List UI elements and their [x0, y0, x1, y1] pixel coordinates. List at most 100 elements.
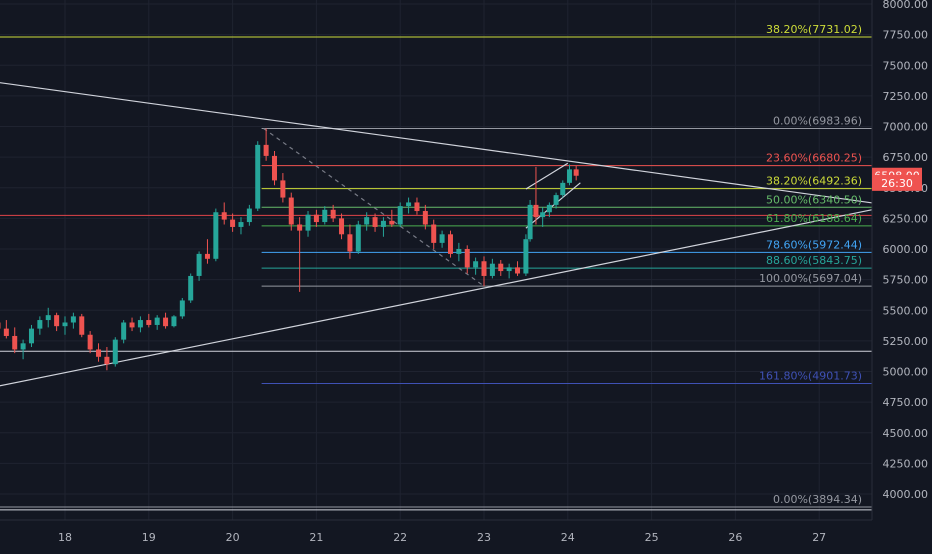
time-tick-label: 19	[142, 531, 156, 544]
candle-body	[498, 264, 503, 271]
price-tick-label: 6250.00	[883, 212, 929, 225]
price-tick-label: 8000.00	[883, 0, 929, 11]
candle-body	[554, 195, 559, 205]
price-tick-label: 5000.00	[883, 366, 929, 379]
candle-body	[79, 316, 84, 334]
candle-body	[29, 329, 34, 344]
candle-body	[104, 357, 109, 364]
candle-body	[356, 225, 361, 252]
candle-body	[222, 212, 227, 219]
candle-body	[88, 335, 93, 350]
candle-body	[280, 180, 285, 197]
candle-body	[171, 316, 176, 326]
time-tick-label: 24	[561, 531, 575, 544]
candle-body	[130, 323, 135, 328]
candle-body	[12, 336, 17, 349]
candle-body	[431, 225, 436, 243]
price-tick-label: 7750.00	[883, 29, 929, 42]
price-tick-label: 5750.00	[883, 274, 929, 287]
candle-body	[533, 205, 538, 217]
price-tick-label: 4000.00	[883, 488, 929, 501]
fib-level-label: 78.60%(5972.44)	[766, 238, 862, 251]
candle-body	[46, 315, 51, 320]
fib-level-label: 38.20%(7731.02)	[766, 23, 862, 36]
candle-body	[423, 211, 428, 224]
time-tick-label: 20	[226, 531, 240, 544]
candle-body	[306, 215, 311, 231]
fib-level-label: 61.80%(6188.64)	[766, 212, 862, 225]
time-tick-label: 22	[393, 531, 407, 544]
time-tick-label: 25	[645, 531, 659, 544]
candle-body	[71, 316, 76, 322]
candle-body	[163, 318, 168, 327]
fib-level-label: 88.60%(5843.75)	[766, 254, 862, 267]
candle-body	[507, 267, 512, 271]
candle-body	[381, 221, 386, 227]
candle-body	[21, 343, 26, 349]
price-tick-label: 4750.00	[883, 396, 929, 409]
candle-body	[247, 209, 252, 222]
candle-body	[547, 205, 552, 212]
fib-level-label: 38.20%(6492.36)	[766, 175, 862, 188]
candle-body	[264, 145, 269, 156]
candle-body	[205, 254, 210, 259]
price-tick-label: 4500.00	[883, 427, 929, 440]
candle-body	[54, 315, 59, 326]
horizontal-lines-layer	[0, 215, 872, 510]
candle-body	[331, 210, 336, 219]
candle-body	[560, 183, 565, 195]
candle-body	[113, 340, 118, 365]
price-tick-label: 5250.00	[883, 335, 929, 348]
fibonacci-layer	[0, 37, 872, 507]
candle-body	[314, 215, 319, 222]
candle-body	[230, 220, 235, 227]
candle-body	[389, 221, 394, 225]
candle-body	[289, 198, 294, 225]
candle-body	[406, 202, 411, 206]
candle-body	[121, 323, 126, 340]
candle-body	[37, 320, 42, 329]
candle-body	[197, 254, 202, 276]
candle-body	[238, 222, 243, 227]
candle-body	[155, 318, 160, 325]
price-badges: 6598.0026:30	[872, 168, 922, 191]
time-axis-panel	[0, 520, 932, 550]
grid-layer	[0, 0, 872, 520]
time-tick-label: 23	[477, 531, 491, 544]
candle-body	[440, 234, 445, 243]
candle-body	[574, 169, 579, 175]
candle-body	[339, 218, 344, 234]
fib-level-label: 0.00%(3894.34)	[773, 493, 862, 506]
fib-level-label: 100.00%(5697.04)	[759, 272, 862, 285]
candle-body	[255, 145, 260, 209]
time-tick-label: 18	[58, 531, 72, 544]
countdown-label: 26:30	[881, 177, 913, 190]
candle-body	[347, 234, 352, 251]
candle-body	[448, 234, 453, 254]
candle-body	[398, 206, 403, 224]
fib-level-label: 0.00%(6983.96)	[773, 114, 862, 127]
time-tick-label: 27	[812, 531, 826, 544]
fib-level-label: 50.00%(6340.50)	[766, 193, 862, 206]
candle-body	[490, 264, 495, 276]
candle-body	[364, 217, 369, 224]
price-tick-label: 4250.00	[883, 457, 929, 470]
trendline-ascending-support	[0, 209, 878, 387]
candle-body	[373, 217, 378, 227]
candle-body	[540, 212, 545, 217]
candle-body	[465, 249, 470, 267]
candle-body	[456, 249, 461, 254]
fib-level-label: 23.60%(6680.25)	[766, 152, 862, 165]
candle-body	[567, 169, 572, 182]
time-tick-label: 26	[728, 531, 742, 544]
price-tick-label: 7250.00	[883, 90, 929, 103]
candle-body	[482, 261, 487, 276]
candle-body	[96, 349, 101, 356]
candle-body	[180, 300, 185, 316]
price-tick-label: 6750.00	[883, 151, 929, 164]
candle-body	[213, 212, 218, 259]
candle-body	[138, 320, 143, 327]
candle-body	[297, 225, 302, 231]
